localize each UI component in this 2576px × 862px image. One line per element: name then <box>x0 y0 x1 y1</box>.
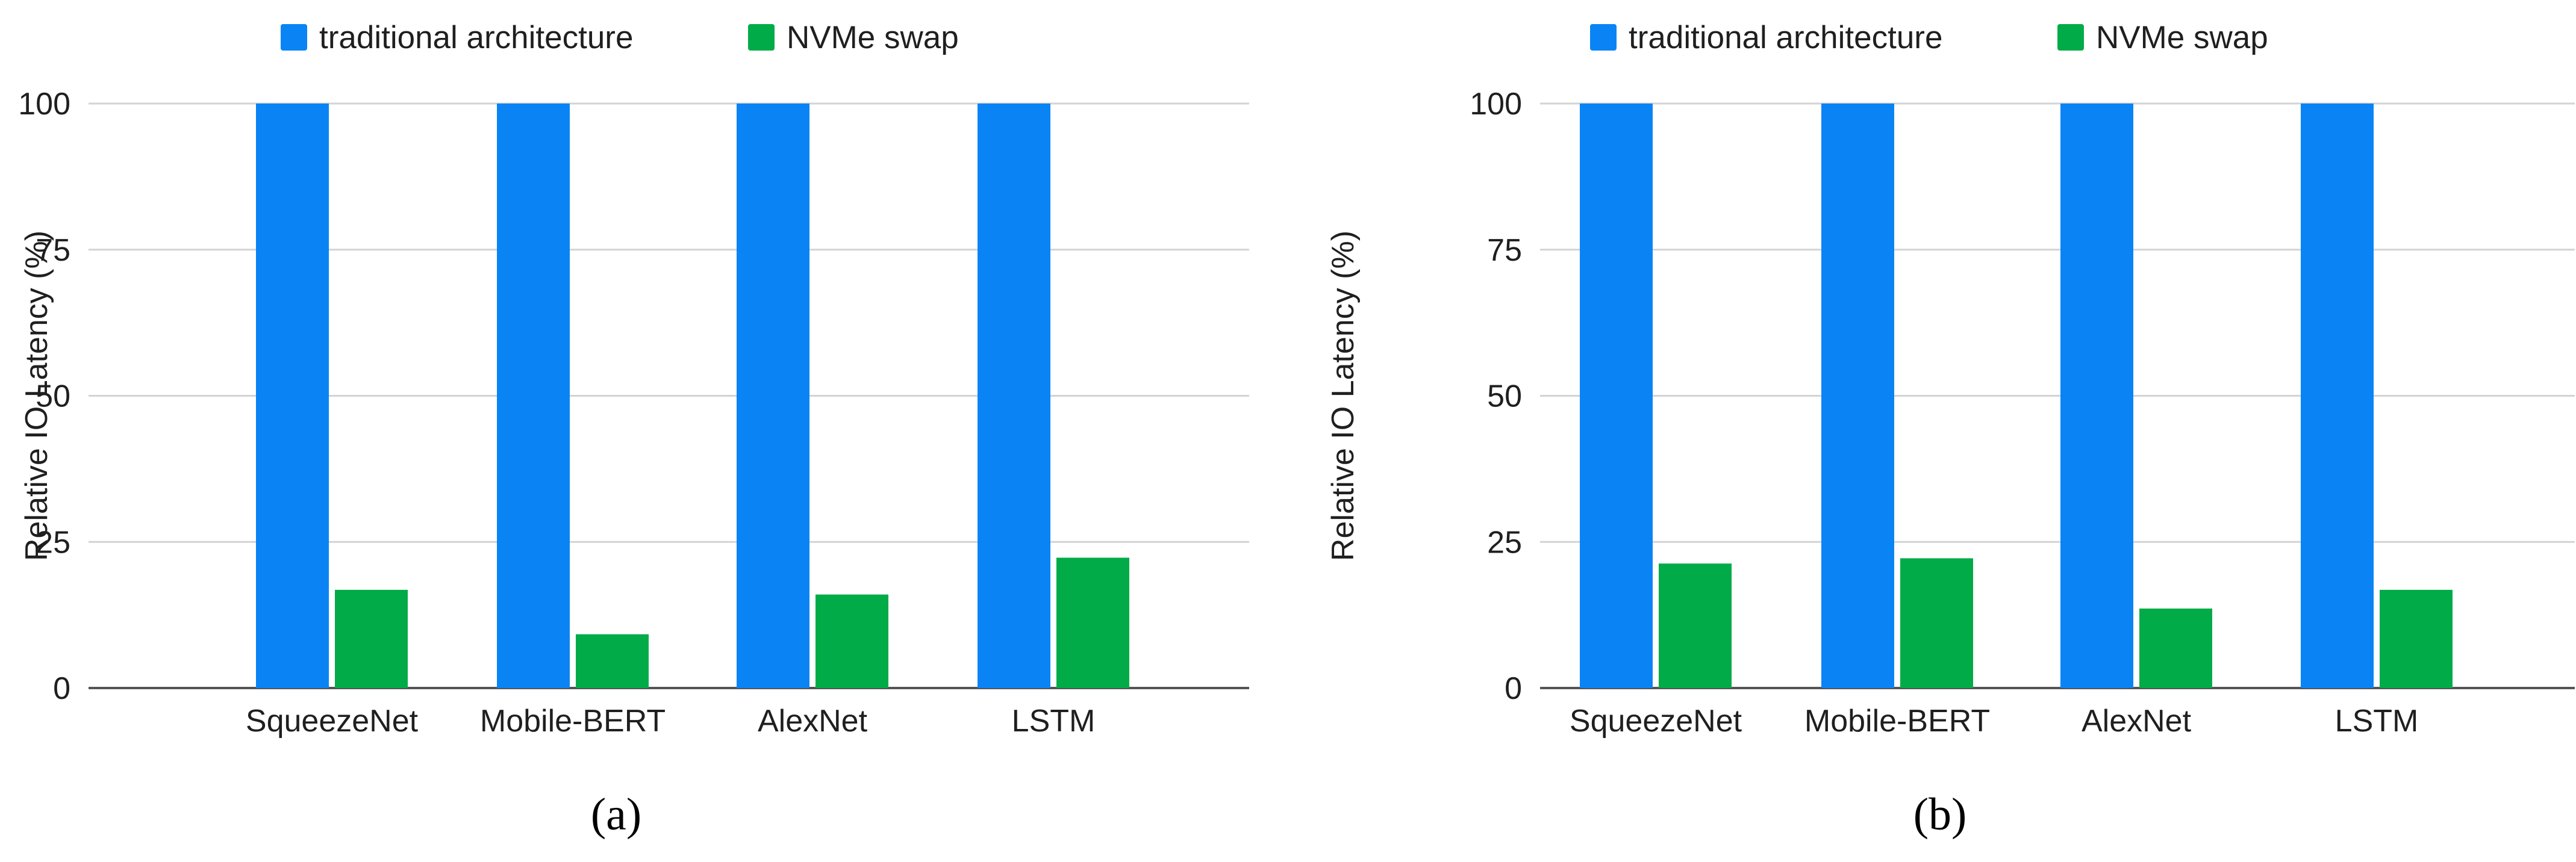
y-tick-label: 100 <box>1470 87 1522 122</box>
bar-nvme-lstm <box>2380 589 2453 688</box>
y-tick-label: 100 <box>18 87 70 122</box>
bar-traditional-lstm <box>2301 104 2374 688</box>
bar-nvme-alexnet <box>2139 608 2212 688</box>
legend-label-nvme: NVMe swap <box>787 20 959 55</box>
panel-caption: (a) <box>591 789 641 840</box>
chart-panels: 0 25 50 75 100 SqueezeNet Mobile-BERT AlexNet LS… <box>18 20 2575 840</box>
legend-label-traditional: traditional architecture <box>1629 20 1942 55</box>
legend-label-nvme: NVMe swap <box>2096 20 2268 55</box>
x-tick-label: SqueezeNet <box>246 704 419 739</box>
y-axis-label: Relative IO Latency (%) <box>1326 231 1361 561</box>
x-tick-label: LSTM <box>1012 704 1096 739</box>
y-tick-label: 25 <box>1487 525 1522 560</box>
legend-swatch-traditional <box>281 24 307 51</box>
bar-nvme-squeezenet <box>1659 563 1732 688</box>
x-tick-label: SqueezeNet <box>1570 704 1742 739</box>
bar-traditional-alexnet <box>2060 104 2133 688</box>
chart-panel-a: 0 25 50 75 100 SqueezeNet Mobile-BERT AlexNet LS… <box>18 20 1249 840</box>
legend-swatch-traditional <box>1590 24 1617 51</box>
bar-traditional-mobile-bert <box>1821 104 1894 688</box>
x-tick-label: LSTM <box>2335 704 2419 739</box>
legend-label-traditional: traditional architecture <box>319 20 633 55</box>
bar-nvme-mobile-bert <box>576 634 649 688</box>
bar-nvme-mobile-bert <box>1900 558 1973 688</box>
bar-nvme-lstm <box>1056 557 1129 688</box>
bar-traditional-alexnet <box>737 104 809 688</box>
legend: traditional architecture NVMe swap <box>1590 20 2268 55</box>
bar-nvme-squeezenet <box>335 589 408 688</box>
legend-swatch-nvme <box>748 24 775 51</box>
panel-caption: (b) <box>1913 789 1967 840</box>
y-tick-label: 50 <box>1487 379 1522 414</box>
y-tick-label: 0 <box>1505 671 1522 706</box>
x-tick-label: AlexNet <box>758 704 868 739</box>
bar-traditional-lstm <box>978 104 1050 688</box>
bar-traditional-squeezenet <box>1580 104 1653 688</box>
bar-traditional-mobile-bert <box>497 104 570 688</box>
y-axis-label: Relative IO Latency (%) <box>19 231 54 561</box>
y-tick-label: 75 <box>36 233 70 268</box>
y-tick-label: 25 <box>36 525 70 560</box>
x-tick-label: Mobile-BERT <box>1804 704 1990 739</box>
y-tick-label: 75 <box>1487 233 1522 268</box>
chart-panel-b: 0 25 50 75 100 SqueezeNet Mobile-BERT AlexNet LS… <box>1326 20 2575 840</box>
legend-swatch-nvme <box>2057 24 2084 51</box>
y-tick-label: 0 <box>53 671 70 706</box>
y-tick-label: 50 <box>36 379 70 414</box>
bar-traditional-squeezenet <box>256 104 329 688</box>
x-tick-label: Mobile-BERT <box>480 704 666 739</box>
bar-nvme-alexnet <box>816 594 888 688</box>
legend: traditional architecture NVMe swap <box>281 20 959 55</box>
x-tick-label: AlexNet <box>2082 704 2192 739</box>
